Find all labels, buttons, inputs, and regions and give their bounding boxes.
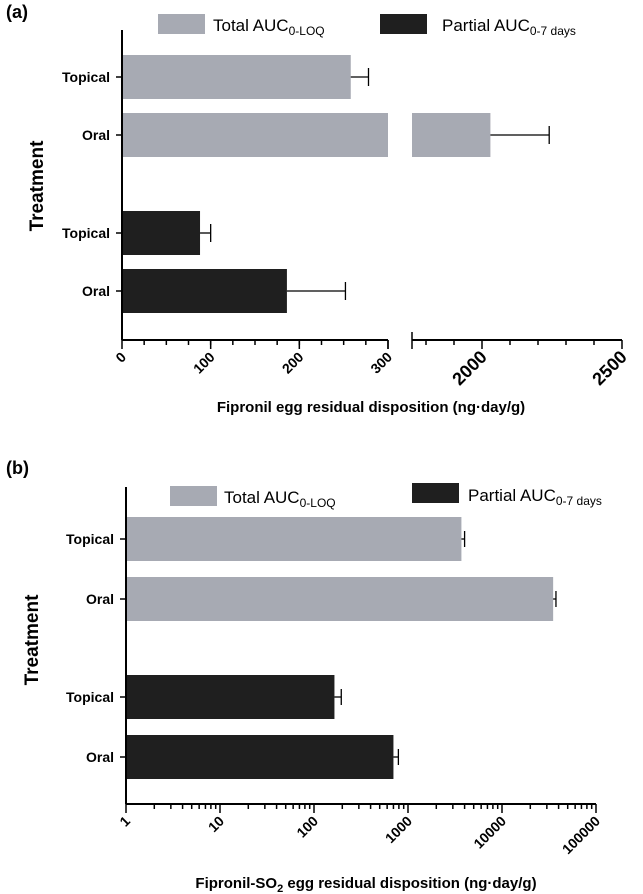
category-label: Topical xyxy=(62,225,110,241)
bar-continued xyxy=(412,113,491,157)
panel-a-label: (a) xyxy=(6,2,28,22)
bar xyxy=(126,577,554,621)
x-tick-label: 200 xyxy=(279,349,307,377)
legend-swatch-partial xyxy=(412,483,459,503)
panel-b-y-axis-title: Treatment xyxy=(22,594,43,685)
x-tick-label: 10 xyxy=(205,813,227,835)
bar xyxy=(122,55,351,99)
bar xyxy=(126,675,335,719)
bar xyxy=(126,517,462,561)
legend-swatch-total xyxy=(170,486,217,506)
x-tick-label: 300 xyxy=(367,349,395,377)
panel-a-legend: Total AUC0-LOQ Partial AUC0-7 days xyxy=(158,14,576,38)
category-label: Oral xyxy=(86,749,114,765)
panel-b: (b) Total AUC0-LOQ Partial AUC0-7 days T… xyxy=(6,458,603,894)
x-tick-label: 10000 xyxy=(470,813,509,852)
panel-b-legend: Total AUC0-LOQ Partial AUC0-7 days xyxy=(170,483,602,510)
x-tick-label: 1 xyxy=(116,813,133,830)
category-label: Oral xyxy=(86,591,114,607)
x-tick-label: 100000 xyxy=(559,813,603,857)
legend-label-partial: Partial AUC0-7 days xyxy=(442,16,576,38)
x-tick-label: 100 xyxy=(293,813,321,841)
panel-a-y-axis-title: Treatment xyxy=(27,140,48,231)
legend-swatch-partial xyxy=(380,14,427,34)
bar xyxy=(122,211,201,255)
panel-b-category-labels: Topical Oral Topical Oral xyxy=(66,531,126,765)
panel-a-bars xyxy=(122,55,550,313)
x-tick-label: 0 xyxy=(112,349,129,366)
panel-b-x-ticks: 1 10 100 1000 10000 100000 xyxy=(116,804,603,857)
category-label: Oral xyxy=(82,127,110,143)
x-tick-label: 2000 xyxy=(448,347,490,389)
x-tick-label: 2500 xyxy=(588,347,630,389)
category-label: Topical xyxy=(62,69,110,85)
panel-a-category-labels: Topical Oral Topical Oral xyxy=(62,69,122,299)
panel-b-bars xyxy=(126,517,557,779)
bar xyxy=(122,269,287,313)
bar xyxy=(122,113,388,157)
legend-label-partial: Partial AUC0-7 days xyxy=(468,486,602,508)
legend-label-total: Total AUC0-LOQ xyxy=(213,16,325,38)
legend-swatch-total xyxy=(158,14,205,34)
category-label: Topical xyxy=(66,689,114,705)
bar xyxy=(126,735,394,779)
panel-b-x-axis-title: Fipronil-SO2 egg residual disposition (n… xyxy=(195,875,536,894)
panel-a: (a) Total AUC0-LOQ Partial AUC0-7 days T… xyxy=(6,2,631,416)
category-label: Oral xyxy=(82,283,110,299)
panel-a-x-axis-title: Fipronil egg residual disposition (ng·da… xyxy=(217,399,525,416)
panel-b-label: (b) xyxy=(6,458,29,478)
legend-label-total: Total AUC0-LOQ xyxy=(224,488,336,510)
category-label: Topical xyxy=(66,531,114,547)
x-tick-label: 1000 xyxy=(382,813,415,846)
x-tick-label: 100 xyxy=(190,349,218,377)
